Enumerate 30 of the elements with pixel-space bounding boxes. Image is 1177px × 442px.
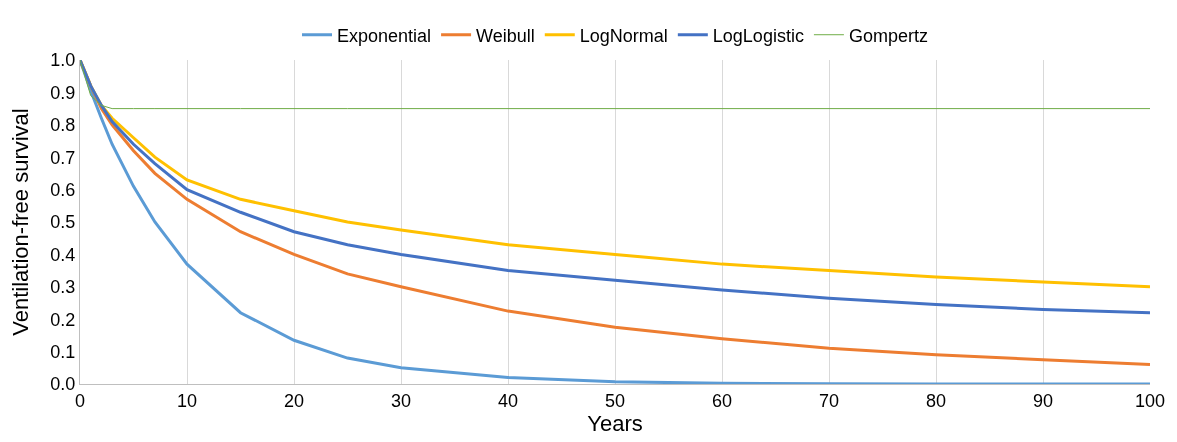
legend-label: LogNormal xyxy=(579,25,668,46)
y-tick-label: 0.1 xyxy=(50,341,76,362)
y-tick-label: 0.9 xyxy=(50,82,76,103)
y-tick-label: 0.3 xyxy=(50,277,76,298)
x-tick-label: 80 xyxy=(925,390,947,411)
y-tick-label: 0.2 xyxy=(50,309,76,330)
x-tick-label: 90 xyxy=(1032,390,1054,411)
legend-label: LogLogistic xyxy=(712,25,804,46)
x-tick-label: 30 xyxy=(390,390,412,411)
y-tick-label: 0.5 xyxy=(50,212,76,233)
x-tick-label: 60 xyxy=(711,390,733,411)
x-axis-title: Years xyxy=(587,410,643,436)
legend-label: Exponential xyxy=(337,25,432,46)
x-tick-label: 0 xyxy=(74,390,86,411)
y-tick-label: 0.4 xyxy=(50,244,76,265)
legend-label: Weibull xyxy=(476,25,535,46)
x-tick-label: 10 xyxy=(176,390,198,411)
x-tick-label: 40 xyxy=(497,390,519,411)
y-tick-label: 0.0 xyxy=(50,374,76,395)
y-tick-label: 0.6 xyxy=(50,179,76,200)
x-tick-label: 50 xyxy=(604,390,626,411)
y-tick-label: 1.0 xyxy=(50,50,76,71)
x-tick-label: 100 xyxy=(1134,390,1166,411)
y-tick-label: 0.7 xyxy=(50,147,76,168)
x-tick-label: 70 xyxy=(818,390,840,411)
line-series xyxy=(80,60,1150,110)
y-axis-title: Ventilation-free survival xyxy=(8,108,34,336)
x-tick-label: 20 xyxy=(283,390,305,411)
legend-label: Gompertz xyxy=(848,25,928,46)
y-tick-label: 0.8 xyxy=(50,115,76,136)
